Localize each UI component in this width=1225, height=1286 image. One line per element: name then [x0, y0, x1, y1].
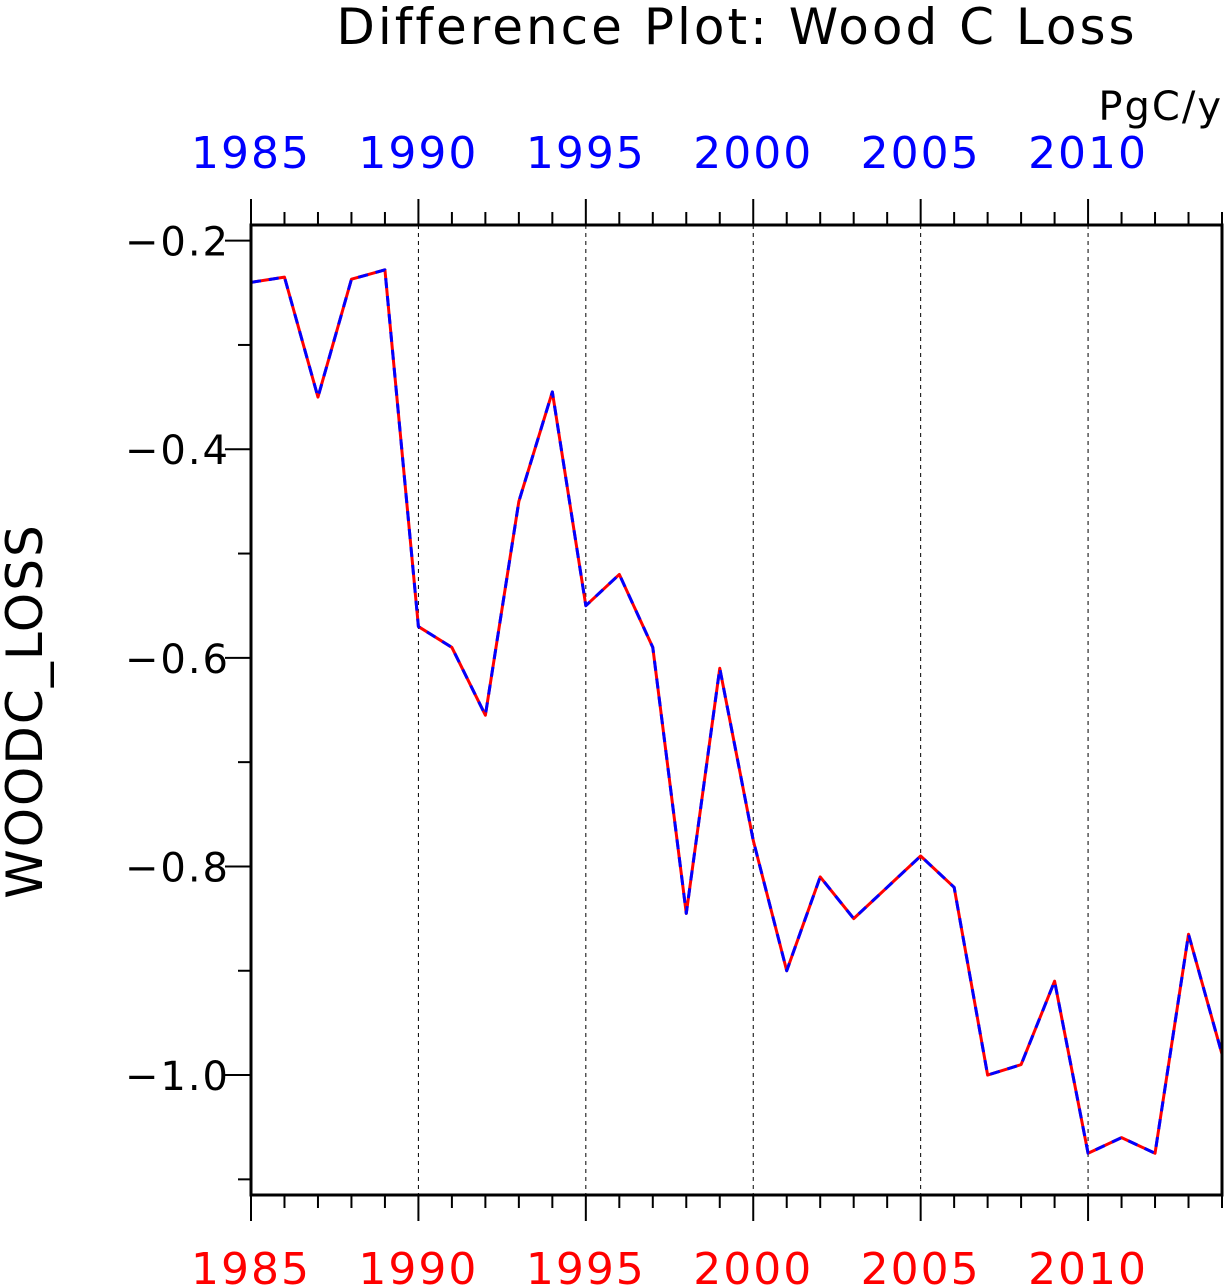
x-tick-labels-bottom: 1985 1990 1995 2000 2005 2010 — [191, 1244, 1148, 1286]
x-tick-label-bottom: 1995 — [526, 1244, 646, 1286]
y-tick-labels: −0.2 −0.4 −0.6 −0.8 −1.0 — [125, 220, 230, 1100]
x-tick-label-top: 2010 — [1028, 128, 1148, 179]
x-tick-label-bottom: 2010 — [1028, 1244, 1148, 1286]
y-tick-label: −0.6 — [125, 637, 230, 683]
plot-frame — [249, 223, 1224, 1197]
grid-lines — [417, 225, 1089, 1195]
x-tick-label-top: 1995 — [526, 128, 646, 179]
series-line-1 — [250, 268, 1224, 1155]
units-label: PgC/y — [1098, 84, 1223, 130]
y-tick-label: −0.2 — [125, 220, 230, 266]
x-tick-label-top: 1990 — [358, 128, 478, 179]
x-tick-labels-top: 1985 1990 1995 2000 2005 2010 — [191, 128, 1148, 179]
x-tick-label-bottom: 2005 — [861, 1244, 981, 1286]
series-line-2 — [250, 268, 1224, 1155]
ticks — [225, 199, 1223, 1221]
x-tick-label-top: 2005 — [861, 128, 981, 179]
chart-title: Difference Plot: Wood C Loss — [336, 0, 1137, 56]
x-tick-label-top: 2000 — [693, 128, 813, 179]
x-tick-label-top: 1985 — [191, 128, 311, 179]
y-tick-label: −0.4 — [125, 428, 230, 474]
series-lines — [250, 268, 1224, 1155]
y-axis-label: WOODC_LOSS — [0, 523, 54, 898]
x-tick-label-bottom: 2000 — [693, 1244, 813, 1286]
y-tick-label: −1.0 — [125, 1054, 230, 1100]
x-tick-label-bottom: 1990 — [358, 1244, 478, 1286]
y-tick-label: −0.8 — [125, 845, 230, 891]
x-tick-label-bottom: 1985 — [191, 1244, 311, 1286]
